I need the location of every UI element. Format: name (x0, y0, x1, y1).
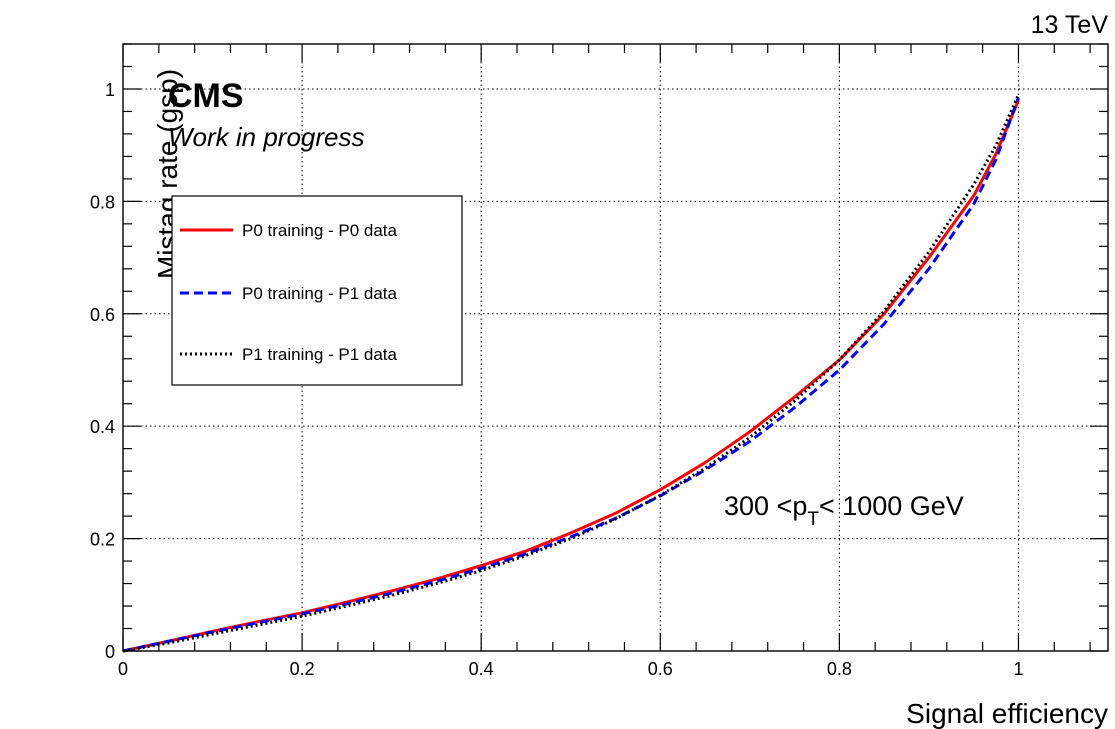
y-tick-label: 0.8 (90, 192, 115, 212)
x-tick-label: 0 (118, 659, 128, 679)
axes-layer (122, 43, 1109, 652)
legend-label-p0-p1: P0 training - P1 data (242, 284, 398, 303)
region-label: 300 <pT< 1000 GeV (724, 491, 964, 530)
curve-layer (122, 93, 1020, 653)
region-label-prefix: 300 <p (724, 491, 807, 521)
region-label-suffix: < 1000 GeV (819, 491, 964, 521)
legend: P0 training - P0 data P0 training - P1 d… (171, 195, 463, 386)
x-tick-label: 0.4 (469, 659, 494, 679)
legend-label-p1-p1: P1 training - P1 data (242, 345, 398, 364)
x-axis-label: Signal efficiency (906, 698, 1108, 729)
x-tick-label: 0.6 (648, 659, 673, 679)
plot-frame (122, 43, 1109, 652)
x-tick-label: 0.8 (827, 659, 852, 679)
y-tick-label: 0 (105, 642, 115, 662)
region-label-subscript: T (807, 509, 819, 530)
y-tick-label: 1 (105, 80, 115, 100)
tick-label-layer: 0 0.2 0.4 0.6 0.8 1 0 0.2 0.4 0.6 0.8 1 (90, 80, 1023, 679)
experiment-label: CMS (168, 77, 244, 115)
x-tick-label: 0.2 (290, 659, 315, 679)
legend-label-p0-p0: P0 training - P0 data (242, 221, 398, 240)
series-line-2 (122, 93, 1020, 653)
x-tick-label: 1 (1013, 659, 1023, 679)
status-label: Work in progress (168, 122, 365, 152)
energy-label: 13 TeV (1031, 11, 1109, 39)
y-tick-label: 0.2 (90, 530, 115, 550)
y-tick-label: 0.4 (90, 417, 115, 437)
series-line-1 (122, 96, 1020, 653)
y-tick-label: 0.6 (90, 305, 115, 325)
